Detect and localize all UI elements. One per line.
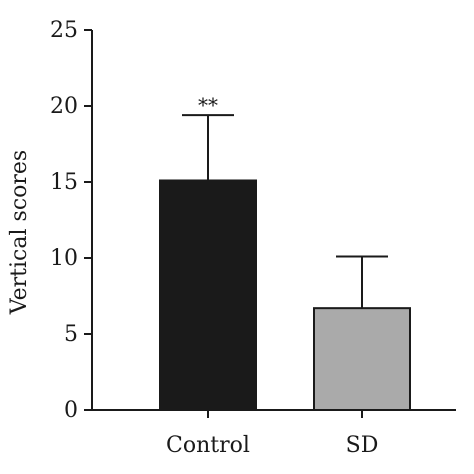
- y-tick-label: 25: [50, 18, 78, 43]
- y-axis-title: Vertical scores: [7, 150, 32, 315]
- y-tick-label: 0: [64, 398, 78, 423]
- y-tick-label: 10: [50, 246, 78, 271]
- y-tick-label: 5: [64, 322, 78, 347]
- x-axis: Control SD: [91, 409, 456, 458]
- y-tick-label: 20: [50, 94, 78, 119]
- bar: [159, 179, 257, 411]
- x-tick-label: SD: [346, 433, 379, 458]
- y-axis: 0 5 10 15 20 25: [50, 18, 93, 423]
- y-tick-label: 15: [50, 170, 78, 195]
- significance-label: **: [198, 93, 218, 117]
- x-tick-label: Control: [166, 433, 250, 458]
- bars: **: [159, 93, 411, 411]
- bar: [313, 307, 411, 411]
